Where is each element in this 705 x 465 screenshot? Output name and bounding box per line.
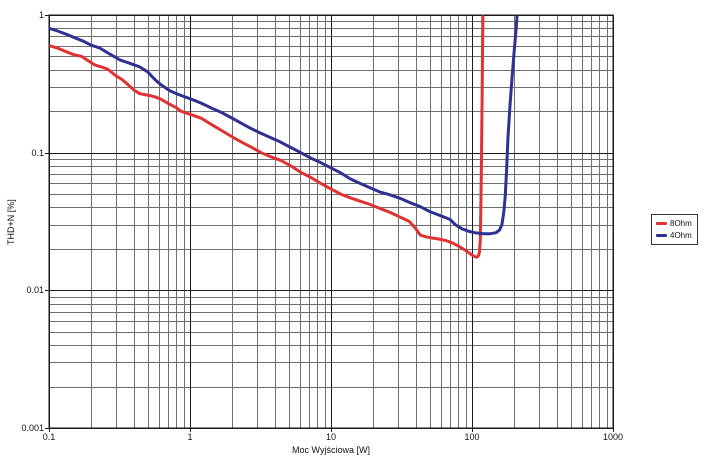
y-tick-label-1: 1 — [38, 10, 44, 20]
x-axis-title: Moc Wyjściowa [W] — [292, 445, 370, 455]
x-tick-label-0.1: 0.1 — [42, 432, 56, 442]
x-tick-label-10: 10 — [325, 432, 337, 442]
legend-item-4ohm: 4Ohm — [656, 231, 692, 240]
plot-border — [48, 14, 614, 429]
series-8ohm-line-swatch — [656, 222, 667, 225]
series-4ohm-line-swatch — [656, 234, 667, 237]
legend: 8Ohm 4Ohm — [651, 214, 698, 245]
y-tick-label-0.01: 0.01 — [26, 285, 44, 296]
y-axis-title: THD+N [%] — [6, 199, 16, 245]
legend-item-8ohm: 8Ohm — [656, 219, 692, 228]
y-tick-label-0.001: 0.001 — [21, 423, 44, 433]
y-tick-label-0.1: 0.1 — [31, 147, 44, 158]
legend-label-4ohm: 4Ohm — [670, 231, 692, 240]
legend-label-8ohm: 8Ohm — [670, 219, 692, 228]
series-8ohm-curve — [49, 15, 485, 259]
x-tick-label-1000: 1000 — [602, 432, 624, 442]
axis-ticks — [45, 15, 614, 432]
x-tick-label-100: 100 — [464, 432, 480, 442]
x-tick-label-1: 1 — [187, 432, 193, 442]
series-4ohm-curve — [49, 15, 519, 236]
